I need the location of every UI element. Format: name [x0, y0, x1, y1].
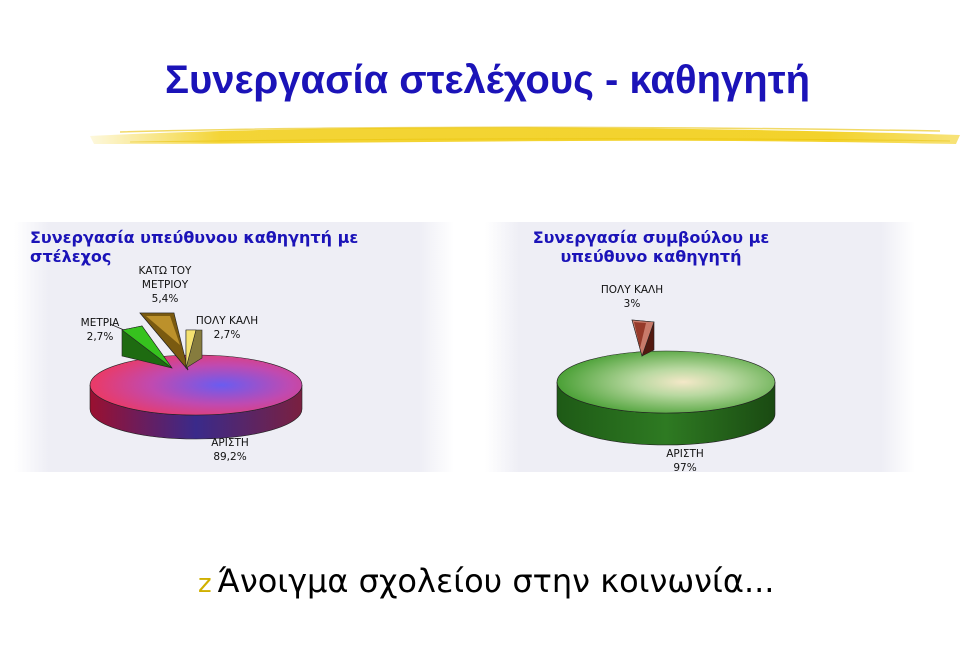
slice-kato-tou-metriou-highlight	[146, 316, 180, 345]
footer-bullet-line: z Άνοιγμα σχολείου στην κοινωνία...	[198, 562, 774, 600]
leader-metria	[109, 323, 125, 331]
label-poly-kali-right-value: 3%	[623, 298, 641, 310]
label-aristi-left: ΑΡΙΣΤΗ 89,2%	[190, 436, 270, 464]
brush-stroke-divider	[90, 126, 960, 144]
label-kato-tou-metriou-value: 5,4%	[151, 293, 179, 305]
slice-poly-kali-left	[185, 329, 197, 369]
slice-poly-kali-right-shade	[634, 322, 646, 348]
label-kato-tou-metriou-text: ΚΑΤΩ ΤΟΥ ΜΕΤΡΙΟΥ	[138, 265, 192, 291]
label-aristi-right-text: ΑΡΙΣΤΗ	[666, 448, 704, 460]
slice-metria	[121, 325, 173, 369]
label-poly-kali-left: ΠΟΛΥ ΚΑΛΗ 2,7%	[192, 314, 262, 342]
label-kato-tou-metriou: ΚΑΤΩ ΤΟΥ ΜΕΤΡΙΟΥ 5,4%	[134, 264, 196, 306]
label-aristi-right: ΑΡΙΣΤΗ 97%	[650, 447, 720, 475]
z-bullet-icon: z	[198, 569, 212, 599]
label-aristi-left-value: 89,2%	[213, 451, 247, 463]
chart-title-left: Συνεργασία υπεύθυνου καθηγητή με στέλεχο…	[30, 228, 359, 266]
label-metria-value: 2,7%	[86, 331, 114, 343]
footer-text: Άνοιγμα σχολείου στην κοινωνία...	[217, 562, 775, 600]
label-metria-text: ΜΕΤΡΙΑ	[80, 317, 120, 329]
label-metria: ΜΕΤΡΙΑ 2,7%	[76, 316, 124, 344]
chart-title-right: Συνεργασία συμβούλου με υπεύθυνο καθηγητ…	[532, 228, 770, 266]
slice-aristi-right	[556, 350, 776, 414]
label-poly-kali-left-value: 2,7%	[213, 329, 241, 341]
label-poly-kali-right-text: ΠΟΛΥ ΚΑΛΗ	[600, 284, 664, 296]
label-poly-kali-left-text: ΠΟΛΥ ΚΑΛΗ	[195, 315, 259, 327]
slide-title: Συνεργασία στελέχους - καθηγητή	[165, 58, 810, 102]
label-poly-kali-right: ΠΟΛΥ ΚΑΛΗ 3%	[594, 283, 670, 311]
label-aristi-left-text: ΑΡΙΣΤΗ	[211, 437, 249, 449]
slice-kato-tou-metriou	[139, 312, 189, 371]
label-aristi-right-value: 97%	[673, 462, 697, 474]
